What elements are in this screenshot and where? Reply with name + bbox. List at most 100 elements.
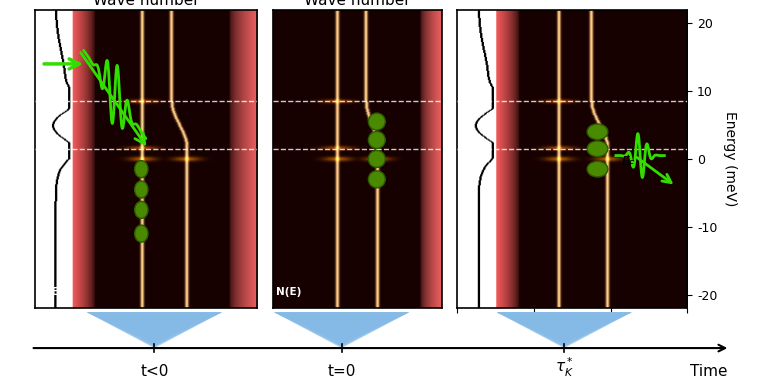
Polygon shape xyxy=(88,313,221,321)
Polygon shape xyxy=(497,313,631,333)
Polygon shape xyxy=(88,313,221,316)
Polygon shape xyxy=(274,313,409,320)
Polygon shape xyxy=(274,313,409,343)
Polygon shape xyxy=(497,313,631,331)
Polygon shape xyxy=(274,313,409,321)
Ellipse shape xyxy=(369,171,386,188)
Polygon shape xyxy=(497,313,631,315)
Polygon shape xyxy=(497,313,631,324)
Polygon shape xyxy=(274,313,409,348)
Polygon shape xyxy=(274,313,409,330)
Polygon shape xyxy=(88,313,221,324)
Polygon shape xyxy=(274,313,409,319)
Polygon shape xyxy=(497,313,631,316)
Polygon shape xyxy=(497,313,631,322)
Polygon shape xyxy=(88,313,221,336)
Polygon shape xyxy=(497,313,631,320)
Polygon shape xyxy=(497,313,631,314)
Polygon shape xyxy=(274,313,409,318)
Text: t<0: t<0 xyxy=(141,364,168,379)
Title: Wave number: Wave number xyxy=(304,0,410,8)
Polygon shape xyxy=(497,313,631,327)
Polygon shape xyxy=(274,313,409,341)
Ellipse shape xyxy=(134,181,148,198)
Polygon shape xyxy=(88,313,221,325)
Ellipse shape xyxy=(587,124,608,139)
Polygon shape xyxy=(88,313,221,319)
Polygon shape xyxy=(497,313,631,344)
Polygon shape xyxy=(274,313,409,332)
Polygon shape xyxy=(88,313,221,337)
Text: N(E): N(E) xyxy=(38,287,63,297)
Polygon shape xyxy=(274,313,409,331)
Ellipse shape xyxy=(587,161,608,177)
Text: Time: Time xyxy=(690,364,728,379)
Polygon shape xyxy=(88,313,221,334)
Polygon shape xyxy=(274,313,409,344)
Polygon shape xyxy=(274,313,409,333)
Polygon shape xyxy=(497,313,631,319)
Ellipse shape xyxy=(134,225,148,242)
Polygon shape xyxy=(88,313,221,314)
Polygon shape xyxy=(88,313,221,347)
Title: Wave number: Wave number xyxy=(93,0,199,8)
Ellipse shape xyxy=(369,131,386,149)
Text: t=0: t=0 xyxy=(327,364,356,379)
Ellipse shape xyxy=(369,151,386,167)
Polygon shape xyxy=(274,313,409,322)
Polygon shape xyxy=(274,313,409,328)
Polygon shape xyxy=(274,313,409,316)
Polygon shape xyxy=(497,313,631,318)
Polygon shape xyxy=(88,313,221,331)
Polygon shape xyxy=(274,313,409,338)
Y-axis label: Energy (meV): Energy (meV) xyxy=(723,111,737,207)
Polygon shape xyxy=(274,313,409,315)
Polygon shape xyxy=(88,313,221,348)
Polygon shape xyxy=(88,313,221,327)
Polygon shape xyxy=(88,313,221,318)
Polygon shape xyxy=(88,313,221,320)
Ellipse shape xyxy=(369,113,386,130)
Polygon shape xyxy=(274,313,409,325)
Polygon shape xyxy=(88,313,221,332)
Polygon shape xyxy=(88,313,221,330)
Polygon shape xyxy=(274,313,409,337)
Ellipse shape xyxy=(587,141,608,157)
Polygon shape xyxy=(497,313,631,332)
Polygon shape xyxy=(88,313,221,344)
Polygon shape xyxy=(274,313,409,327)
Polygon shape xyxy=(274,313,409,347)
Polygon shape xyxy=(274,313,409,326)
Text: $\tau_K^*$: $\tau_K^*$ xyxy=(554,356,574,379)
Polygon shape xyxy=(497,313,631,328)
Polygon shape xyxy=(497,313,631,326)
Polygon shape xyxy=(274,313,409,342)
Text: $E_F$: $E_F$ xyxy=(621,155,636,170)
Polygon shape xyxy=(497,313,631,337)
Polygon shape xyxy=(497,313,631,345)
Polygon shape xyxy=(88,313,221,343)
Polygon shape xyxy=(88,313,221,315)
Text: N(E): N(E) xyxy=(276,287,301,297)
Polygon shape xyxy=(274,313,409,314)
Polygon shape xyxy=(88,313,221,328)
Polygon shape xyxy=(274,313,409,324)
Polygon shape xyxy=(497,313,631,342)
Polygon shape xyxy=(274,313,409,345)
Polygon shape xyxy=(274,313,409,339)
Ellipse shape xyxy=(134,201,148,218)
Polygon shape xyxy=(497,313,631,334)
Polygon shape xyxy=(88,313,221,333)
Polygon shape xyxy=(497,313,631,321)
Polygon shape xyxy=(88,313,221,326)
Polygon shape xyxy=(497,313,631,339)
Polygon shape xyxy=(274,313,409,336)
Polygon shape xyxy=(497,313,631,330)
Polygon shape xyxy=(497,313,631,348)
Polygon shape xyxy=(497,313,631,325)
Polygon shape xyxy=(88,313,221,322)
Polygon shape xyxy=(88,313,221,339)
Polygon shape xyxy=(88,313,221,341)
Ellipse shape xyxy=(134,160,148,178)
Polygon shape xyxy=(497,313,631,338)
